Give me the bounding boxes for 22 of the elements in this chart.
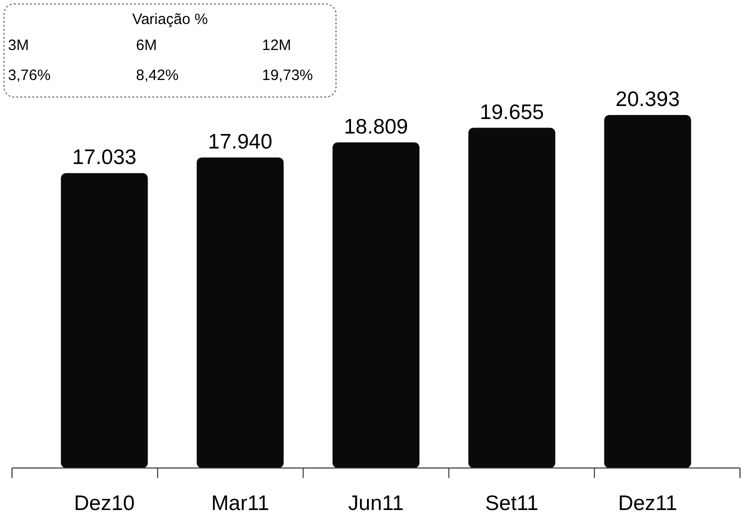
x-tick-label: Dez11 — [618, 492, 678, 515]
text: 6M — [136, 37, 157, 54]
bar — [196, 157, 284, 468]
x-tick-label: Mar11 — [211, 492, 270, 515]
bar — [604, 115, 692, 468]
data-label: 19.655 — [480, 100, 544, 124]
x-tick-label: Dez10 — [74, 492, 135, 515]
data-label: 20.393 — [616, 88, 680, 111]
bar — [332, 142, 420, 468]
text: 3M — [8, 37, 29, 54]
text: 12M — [262, 37, 292, 54]
bar — [468, 128, 556, 468]
data-label: 18.809 — [344, 115, 408, 138]
text: 19,73% — [262, 67, 313, 84]
text: 8,42% — [136, 67, 179, 84]
data-label: 17.940 — [208, 130, 272, 154]
bar — [60, 173, 148, 468]
x-tick-label: Jun11 — [348, 492, 404, 515]
text: 3,76% — [8, 67, 51, 84]
text: Variação % — [132, 11, 208, 28]
data-label: 17.033 — [72, 146, 136, 170]
x-tick-label: Set11 — [485, 492, 538, 515]
